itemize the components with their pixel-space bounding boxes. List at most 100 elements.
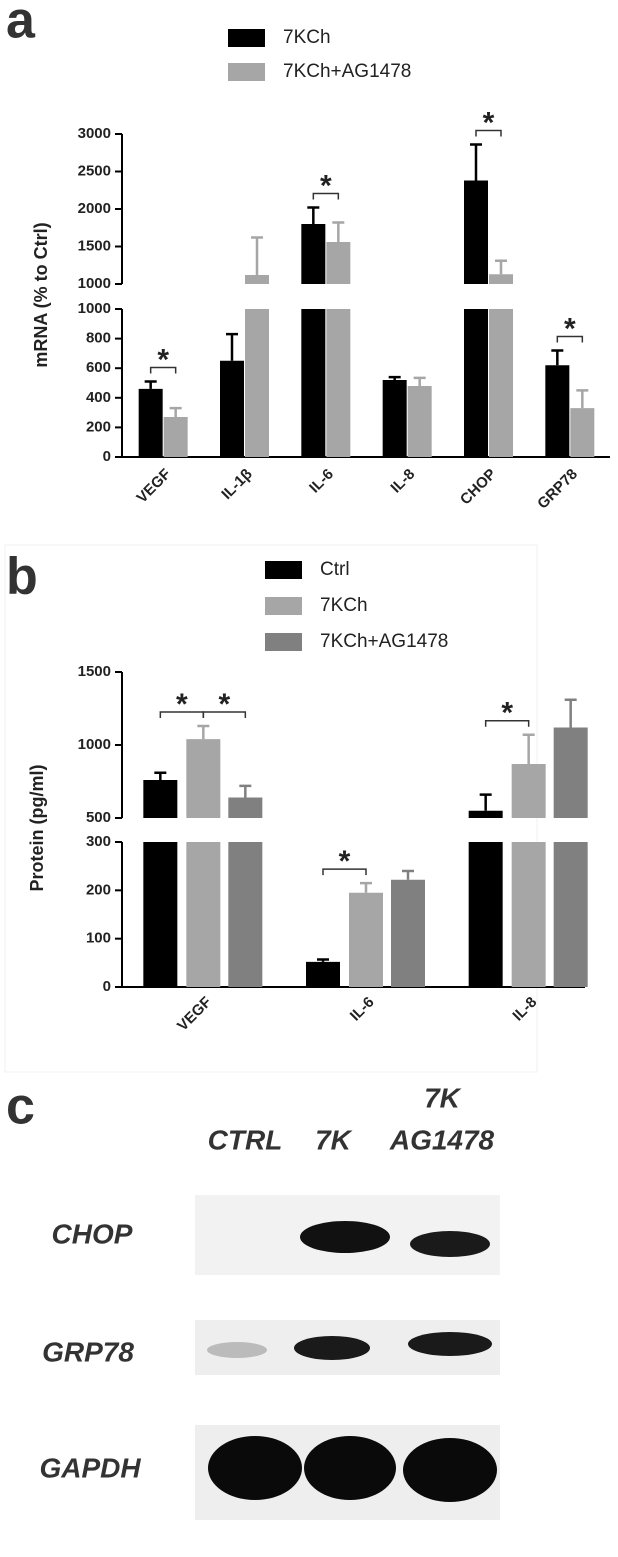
error-bar: [169, 406, 182, 418]
bar: [301, 224, 326, 457]
significance-label: *: [157, 343, 169, 376]
significance-label: *: [483, 106, 495, 139]
band: [300, 1221, 390, 1253]
bar: [326, 242, 351, 457]
error-bar: [154, 771, 167, 781]
significance-label: *: [320, 169, 332, 202]
band: [207, 1342, 267, 1358]
error-bar: [360, 881, 372, 893]
band: [304, 1436, 396, 1500]
error-bar: [479, 793, 492, 811]
bar: [545, 365, 570, 457]
row-label: CHOP: [52, 1218, 133, 1249]
legend-swatch: [265, 633, 302, 651]
band: [410, 1231, 490, 1257]
bar: [391, 879, 425, 987]
error-bar: [251, 236, 263, 275]
x-tick-label: VEGF: [174, 994, 215, 1035]
error-bar: [402, 869, 414, 880]
error-bar: [388, 375, 401, 381]
significance-bracket: [149, 366, 177, 374]
y-tick-label: 100: [86, 930, 111, 947]
x-tick-label: GRP78: [534, 466, 581, 513]
error-bar: [332, 221, 345, 242]
band: [403, 1438, 497, 1502]
bar: [468, 810, 503, 987]
x-tick-label: IL-8: [387, 466, 418, 497]
y-axis-title: mRNA (% to Ctrl): [31, 222, 51, 367]
y-tick-label: 2500: [78, 162, 111, 179]
bar: [228, 797, 263, 987]
bar: [186, 739, 221, 987]
significance-bracket: [312, 192, 340, 200]
y-tick-label: 300: [86, 833, 111, 850]
error-bar: [413, 376, 426, 386]
y-tick-label: 1500: [78, 663, 111, 680]
y-tick-label: 200: [86, 881, 111, 898]
lane-label: 7K: [424, 1082, 462, 1113]
y-tick-label: 200: [86, 418, 111, 435]
x-tick-label: IL-1β: [218, 466, 255, 503]
y-tick-label: 1000: [78, 300, 111, 317]
error-bar: [197, 724, 210, 740]
error-bar: [239, 784, 252, 798]
bar: [306, 961, 340, 987]
x-tick-label: VEGF: [133, 466, 174, 507]
lane-label: AG1478: [389, 1124, 495, 1155]
bar: [570, 408, 595, 457]
y-tick-label: 600: [86, 359, 111, 376]
y-tick-label: 1500: [78, 237, 111, 254]
error-bar: [551, 349, 564, 366]
significance-label: *: [339, 845, 351, 878]
y-tick-label: 0: [103, 448, 111, 465]
error-bar: [226, 332, 238, 361]
y-tick-label: 0: [103, 978, 111, 995]
bar: [138, 388, 163, 457]
bar: [245, 275, 269, 457]
legend-label: 7KCh+AG1478: [320, 631, 448, 652]
significance-bracket: [484, 720, 530, 727]
significance-bracket: [202, 711, 247, 719]
significance-bracket: [322, 868, 367, 876]
bar: [489, 274, 513, 457]
significance-bracket: [556, 335, 584, 343]
y-tick-label: 800: [86, 330, 111, 347]
significance-label: *: [218, 688, 230, 721]
y-axis-title: Protein (pg/ml): [27, 765, 47, 892]
bar: [407, 385, 432, 457]
legend-label: 7KCh+AG1478: [283, 61, 411, 82]
error-bar: [495, 259, 507, 275]
error-bar: [307, 206, 320, 224]
y-tick-label: 1000: [78, 275, 111, 292]
significance-label: *: [501, 697, 513, 730]
significance-label: *: [564, 312, 576, 345]
y-tick-label: 2000: [78, 200, 111, 217]
legend-label: 7KCh: [283, 27, 331, 48]
bar: [349, 892, 383, 987]
y-tick-label: 3000: [78, 125, 111, 142]
x-tick-label: IL-6: [306, 466, 337, 497]
bar: [553, 727, 588, 987]
band: [408, 1332, 492, 1356]
band: [208, 1436, 302, 1500]
legend-swatch: [265, 597, 302, 615]
panel-label: a: [6, 0, 36, 50]
row-label: GAPDH: [39, 1452, 141, 1483]
error-bar: [576, 389, 589, 409]
legend-swatch: [228, 29, 265, 47]
bar: [163, 417, 188, 457]
error-bar: [522, 733, 535, 764]
row-label: GRP78: [42, 1336, 134, 1367]
bar: [220, 360, 244, 457]
bar: [464, 180, 488, 457]
bar: [382, 380, 407, 457]
panel-frame: [4, 544, 538, 1073]
bar: [511, 763, 546, 987]
x-tick-label: IL-6: [347, 994, 378, 1025]
panel-label: b: [6, 548, 38, 606]
legend-label: 7KCh: [320, 595, 368, 616]
legend-swatch: [228, 63, 265, 81]
error-bar: [144, 380, 157, 389]
y-tick-label: 400: [86, 389, 111, 406]
